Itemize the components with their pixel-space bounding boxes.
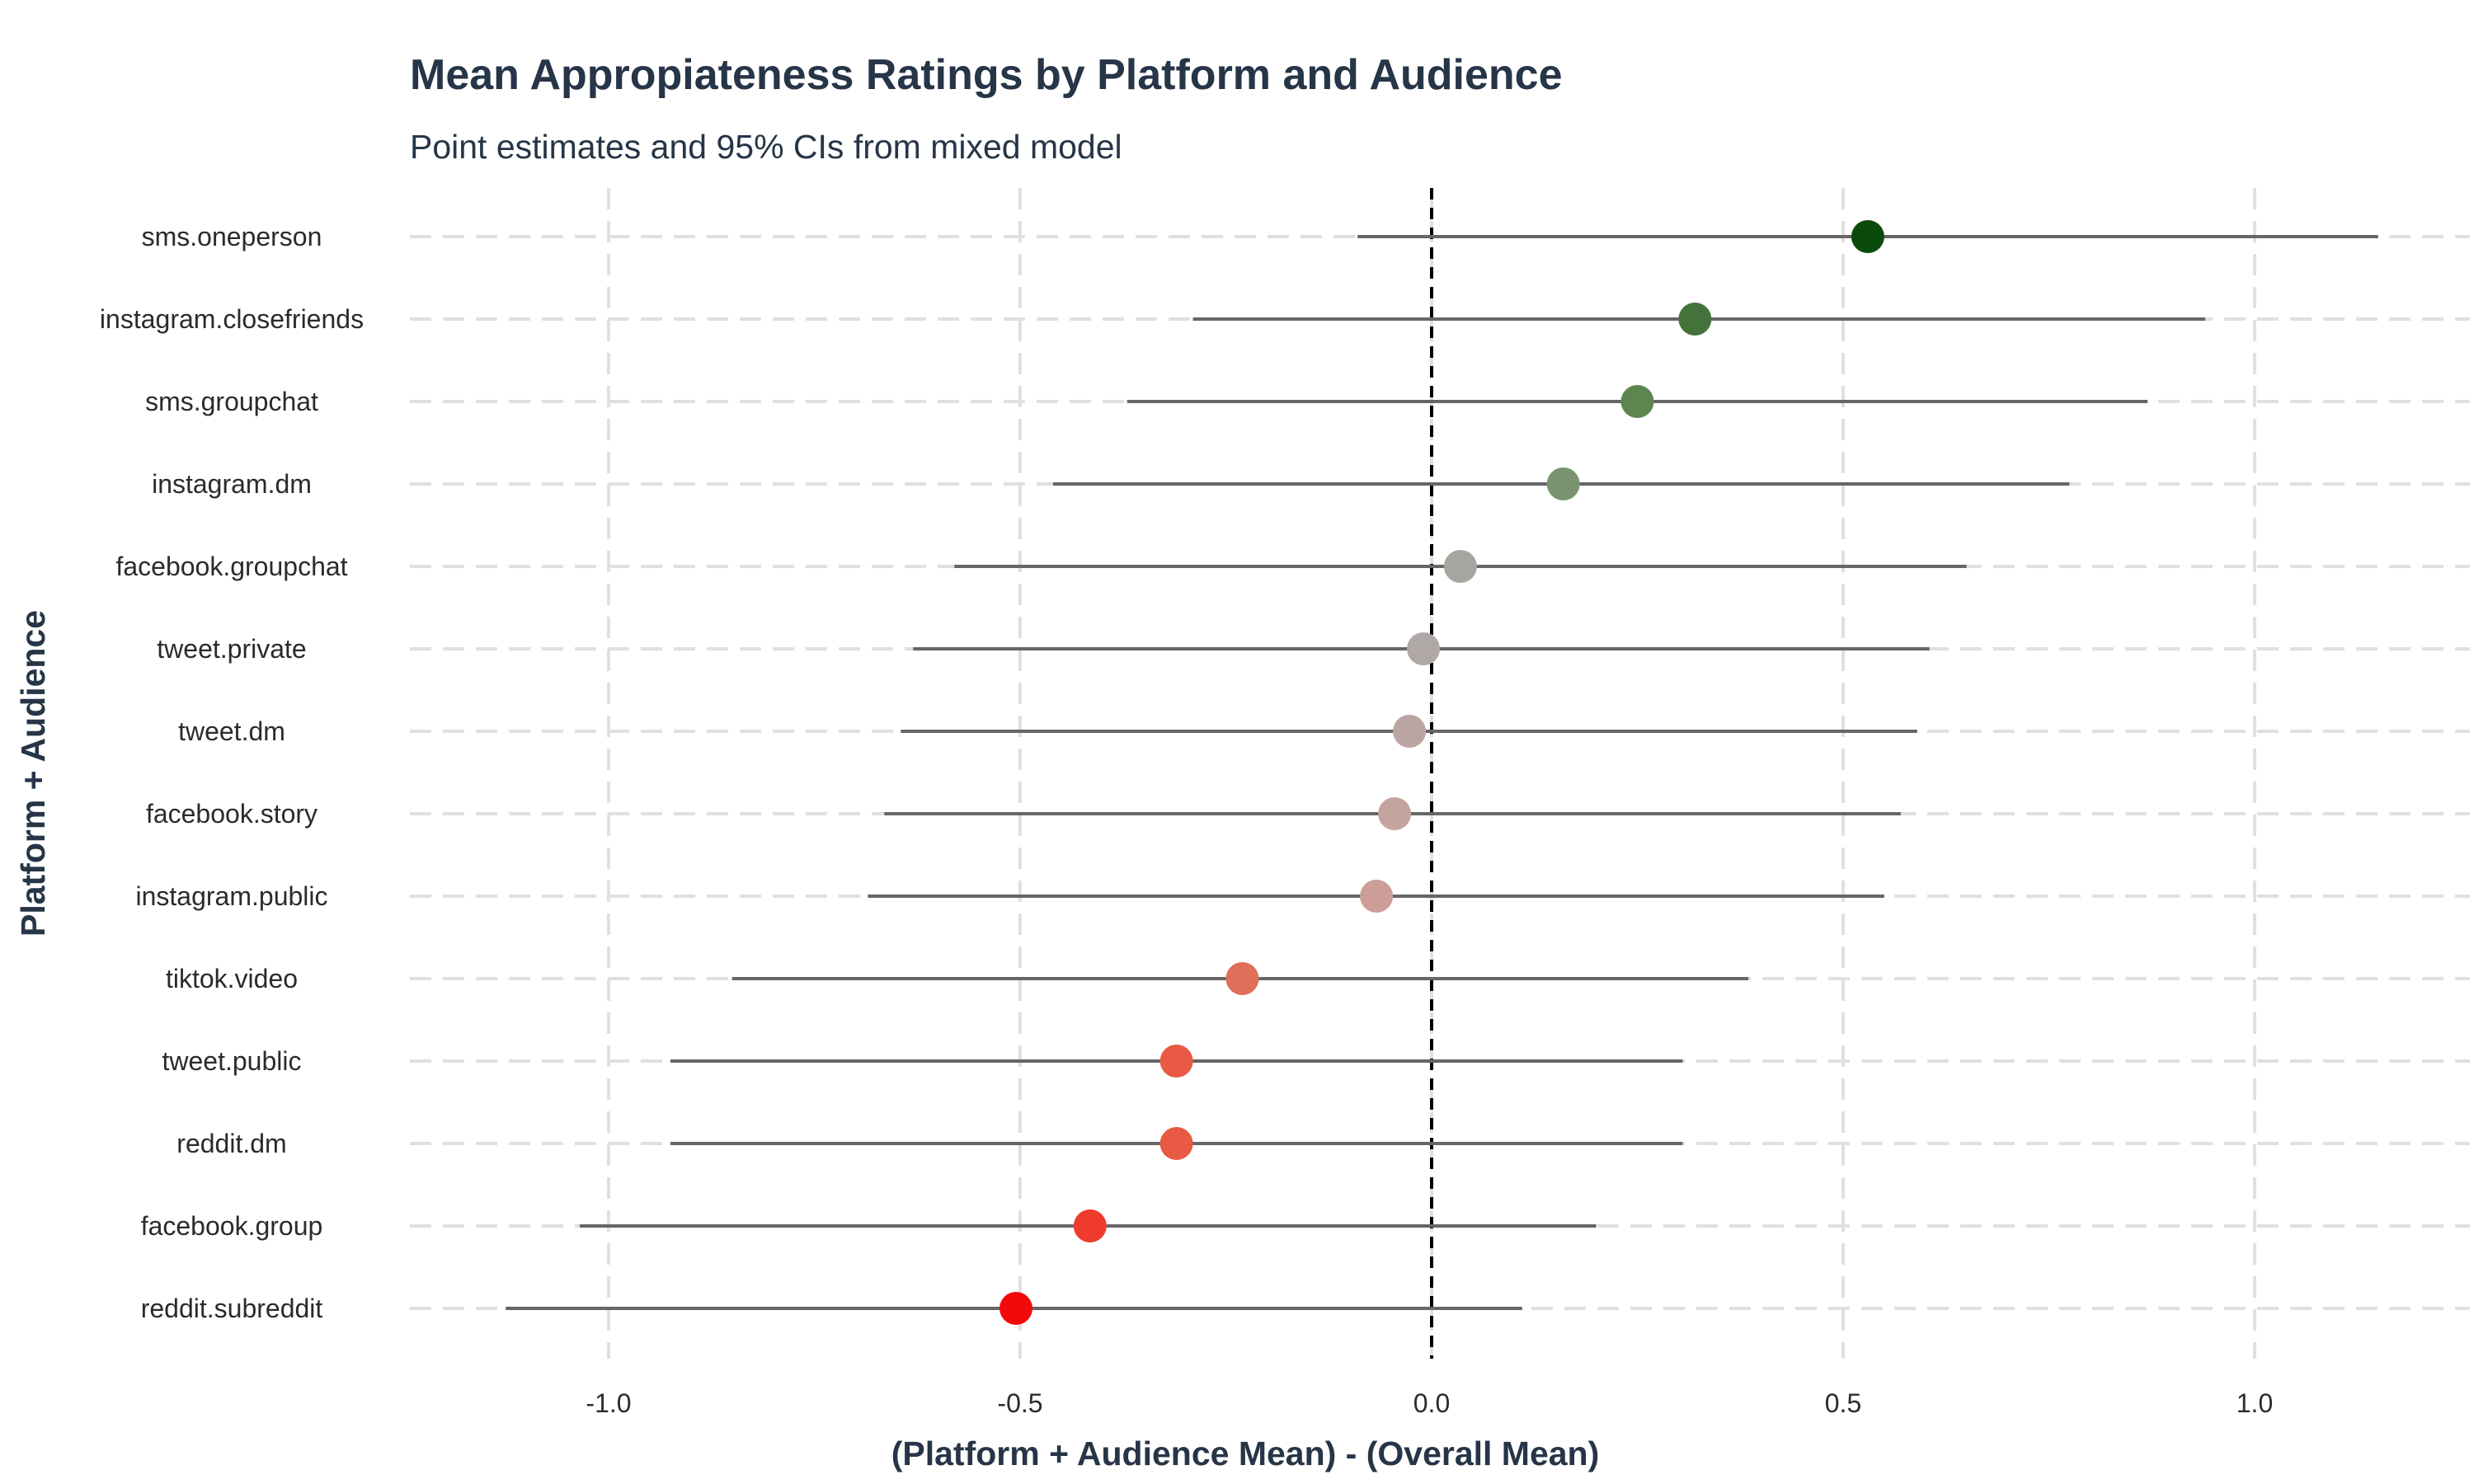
point-estimate [1393, 715, 1427, 748]
y-axis-title: Platform + Audience [14, 610, 52, 937]
y-tick-label: tiktok.video [166, 964, 298, 993]
y-tick-label: facebook.group [141, 1211, 323, 1241]
y-tick-label: facebook.story [146, 799, 317, 829]
y-tick-label: sms.groupchat [145, 387, 318, 416]
x-tick-label: 0.5 [1825, 1388, 1861, 1418]
y-tick-label: reddit.dm [176, 1129, 286, 1158]
grid [410, 188, 2470, 1359]
y-tick-label: tweet.dm [178, 716, 285, 746]
point-estimate [1407, 632, 1441, 665]
y-tick-label: facebook.groupchat [115, 552, 347, 581]
y-tick-label: tweet.public [162, 1046, 302, 1076]
point-estimate [999, 1292, 1033, 1325]
point-estimate [1159, 1127, 1193, 1160]
point-estimate [1851, 220, 1884, 253]
y-tick-label: sms.oneperson [142, 222, 322, 251]
point-estimate [1073, 1209, 1107, 1242]
point-estimate [1678, 303, 1712, 336]
point-estimate [1225, 962, 1259, 995]
y-tick-label: instagram.closefriends [100, 304, 364, 334]
x-tick-label: 0.0 [1413, 1388, 1450, 1418]
chart-title: Mean Appropiateness Ratings by Platform … [410, 51, 1563, 99]
y-tick-label: instagram.public [136, 881, 328, 911]
x-axis-title: (Platform + Audience Mean) - (Overall Me… [891, 1435, 1600, 1472]
points [999, 220, 1884, 1325]
x-tick-labels: -1.0 -0.5 0.0 0.5 1.0 [586, 1388, 2273, 1418]
point-estimate [1360, 880, 1394, 913]
x-tick-label: -1.0 [586, 1388, 631, 1418]
point-estimate [1378, 797, 1412, 830]
y-tick-labels: sms.oneperson instagram.closefriends sms.g… [100, 222, 364, 1323]
x-tick-label: 1.0 [2236, 1388, 2273, 1418]
y-tick-label: instagram.dm [152, 469, 312, 499]
chart-subtitle: Point estimates and 95% CIs from mixed m… [410, 128, 1122, 166]
point-estimate [1159, 1045, 1193, 1078]
y-tick-label: reddit.subreddit [141, 1294, 323, 1323]
point-estimate [1443, 550, 1477, 583]
confidence-intervals [506, 235, 2378, 1310]
y-tick-label: tweet.private [157, 634, 306, 664]
x-tick-label: -0.5 [997, 1388, 1042, 1418]
point-estimate [1620, 385, 1654, 418]
point-estimate [1546, 467, 1580, 500]
